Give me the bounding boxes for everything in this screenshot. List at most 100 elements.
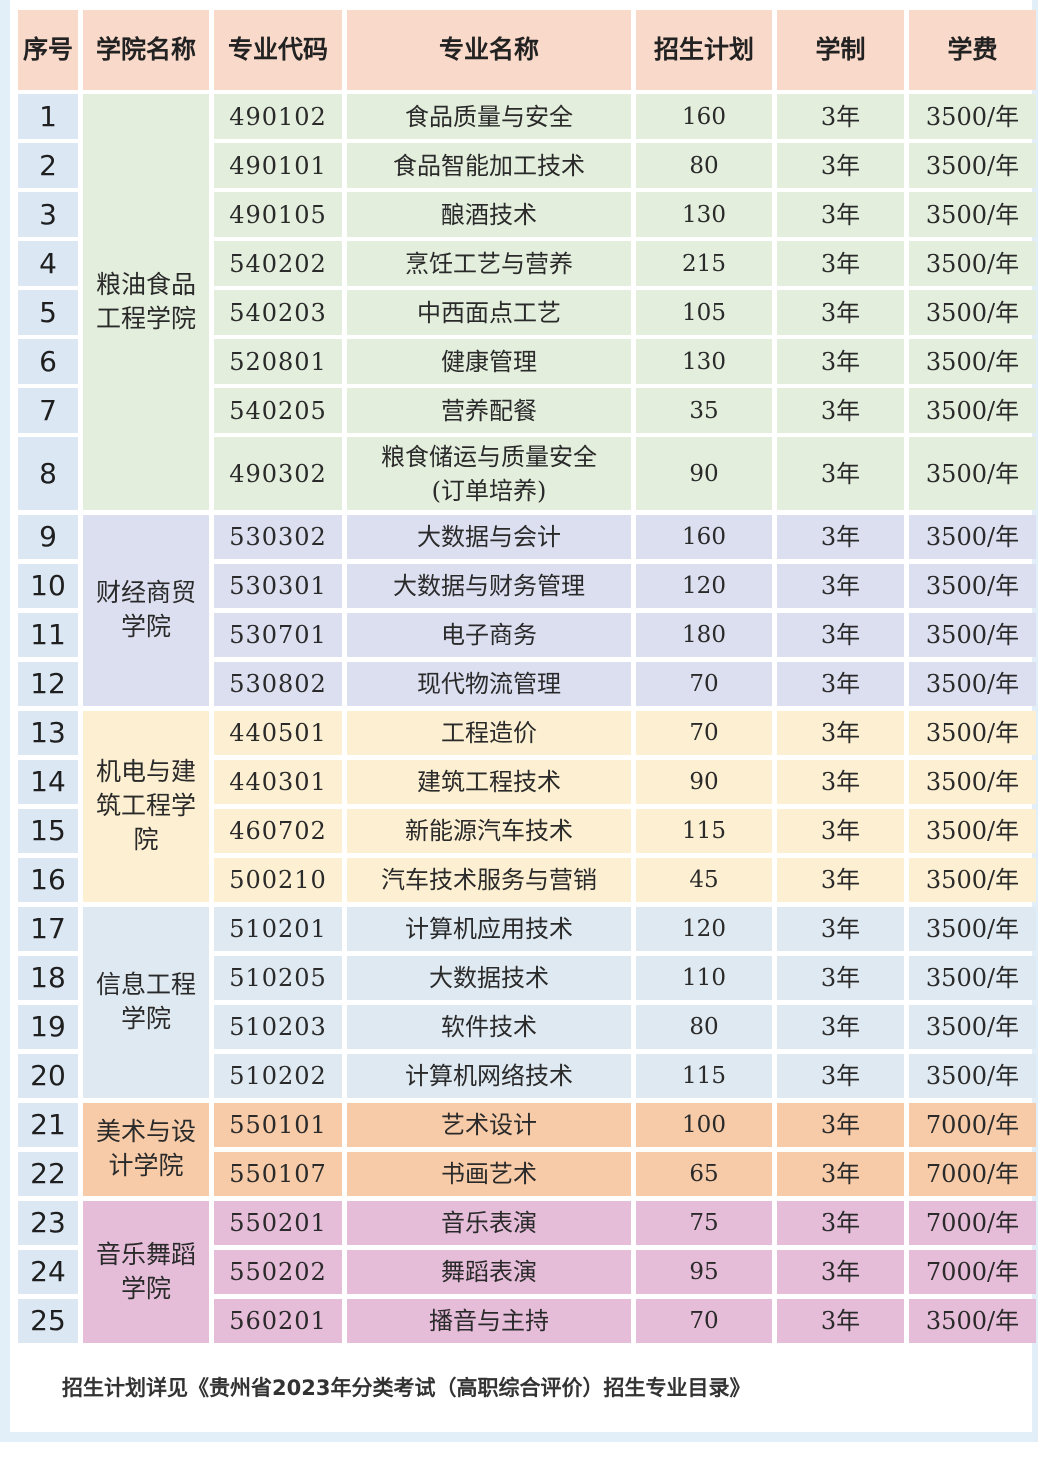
cell-major: 新能源汽车技术 <box>347 808 631 854</box>
cell-plan: 70 <box>636 710 772 756</box>
cell-duration: 3年 <box>777 612 904 658</box>
cell-fee: 3500/年 <box>909 514 1036 560</box>
footer-note: 招生计划详见《贵州省2023年分类考试（高职综合评价）招生专业目录》 <box>62 1376 751 1400</box>
cell-major: 现代物流管理 <box>347 661 631 707</box>
cell-code: 490302 <box>214 437 342 511</box>
cell-fee: 3500/年 <box>909 339 1036 384</box>
cell-plan: 160 <box>636 94 772 139</box>
cell-code: 440501 <box>214 710 342 756</box>
cell-code: 550107 <box>214 1151 342 1197</box>
enrollment-table: 序号 学院名称 专业代码 专业名称 招生计划 学制 学费 1 粮油食品 工程学院 4… <box>18 10 1036 1344</box>
cell-plan: 110 <box>636 955 772 1001</box>
cell-fee: 3500/年 <box>909 955 1036 1001</box>
cell-fee: 3500/年 <box>909 290 1036 335</box>
cell-plan: 120 <box>636 906 772 952</box>
cell-code: 540202 <box>214 241 342 286</box>
header-fee: 学费 <box>909 10 1036 90</box>
cell-fee: 3500/年 <box>909 759 1036 805</box>
cell-major: 舞蹈表演 <box>347 1249 631 1295</box>
cell-fee: 3500/年 <box>909 1298 1036 1344</box>
cell-code: 490101 <box>214 143 342 188</box>
department-cell: 粮油食品 工程学院 <box>83 94 209 511</box>
cell-major: 食品质量与安全 <box>347 94 631 139</box>
cell-plan: 90 <box>636 759 772 805</box>
cell-duration: 3年 <box>777 143 904 188</box>
cell-major: 音乐表演 <box>347 1200 631 1246</box>
cell-duration: 3年 <box>777 241 904 286</box>
cell-duration: 3年 <box>777 514 904 560</box>
cell-fee: 7000/年 <box>909 1151 1036 1197</box>
header-department: 学院名称 <box>83 10 209 90</box>
row-index: 3 <box>18 192 78 237</box>
cell-code: 530302 <box>214 514 342 560</box>
cell-plan: 35 <box>636 388 772 433</box>
cell-duration: 3年 <box>777 857 904 903</box>
cell-fee: 3500/年 <box>909 388 1036 433</box>
cell-fee: 3500/年 <box>909 1053 1036 1099</box>
cell-major: 建筑工程技术 <box>347 759 631 805</box>
cell-plan: 180 <box>636 612 772 658</box>
cell-major: 健康管理 <box>347 339 631 384</box>
cell-code: 510203 <box>214 1004 342 1050</box>
cell-code: 530802 <box>214 661 342 707</box>
cell-major: 大数据技术 <box>347 955 631 1001</box>
cell-code: 510202 <box>214 1053 342 1099</box>
row-index: 19 <box>18 1004 78 1050</box>
row-index: 17 <box>18 906 78 952</box>
cell-duration: 3年 <box>777 906 904 952</box>
cell-plan: 100 <box>636 1102 772 1148</box>
row-index: 16 <box>18 857 78 903</box>
cell-plan: 130 <box>636 339 772 384</box>
cell-plan: 215 <box>636 241 772 286</box>
cell-fee: 3500/年 <box>909 192 1036 237</box>
cell-major: 艺术设计 <box>347 1102 631 1148</box>
cell-plan: 115 <box>636 1053 772 1099</box>
cell-fee: 3500/年 <box>909 661 1036 707</box>
cell-fee: 3500/年 <box>909 1004 1036 1050</box>
row-index: 12 <box>18 661 78 707</box>
cell-duration: 3年 <box>777 290 904 335</box>
cell-fee: 3500/年 <box>909 241 1036 286</box>
cell-code: 460702 <box>214 808 342 854</box>
cell-plan: 105 <box>636 290 772 335</box>
cell-plan: 45 <box>636 857 772 903</box>
row-index: 9 <box>18 514 78 560</box>
cell-major: 软件技术 <box>347 1004 631 1050</box>
cell-code: 550201 <box>214 1200 342 1246</box>
cell-code: 550101 <box>214 1102 342 1148</box>
cell-code: 490102 <box>214 94 342 139</box>
cell-fee: 3500/年 <box>909 710 1036 756</box>
cell-major: 烹饪工艺与营养 <box>347 241 631 286</box>
cell-plan: 120 <box>636 563 772 609</box>
department-cell: 财经商贸 学院 <box>83 514 209 707</box>
cell-plan: 80 <box>636 1004 772 1050</box>
cell-fee: 3500/年 <box>909 906 1036 952</box>
header-duration: 学制 <box>777 10 904 90</box>
cell-code: 520801 <box>214 339 342 384</box>
header-plan: 招生计划 <box>636 10 772 90</box>
cell-fee: 7000/年 <box>909 1249 1036 1295</box>
row-index: 21 <box>18 1102 78 1148</box>
cell-duration: 3年 <box>777 808 904 854</box>
row-index: 23 <box>18 1200 78 1246</box>
cell-code: 550202 <box>214 1249 342 1295</box>
header-major: 专业名称 <box>347 10 631 90</box>
cell-code: 510201 <box>214 906 342 952</box>
cell-major: 中西面点工艺 <box>347 290 631 335</box>
cell-code: 560201 <box>214 1298 342 1344</box>
row-index: 8 <box>18 437 78 511</box>
cell-major: 计算机应用技术 <box>347 906 631 952</box>
cell-plan: 75 <box>636 1200 772 1246</box>
cell-major: 食品智能加工技术 <box>347 143 631 188</box>
cell-plan: 65 <box>636 1151 772 1197</box>
cell-fee: 3500/年 <box>909 612 1036 658</box>
cell-plan: 80 <box>636 143 772 188</box>
header-index: 序号 <box>18 10 78 90</box>
cell-code: 500210 <box>214 857 342 903</box>
row-index: 18 <box>18 955 78 1001</box>
row-index: 1 <box>18 94 78 139</box>
cell-duration: 3年 <box>777 1200 904 1246</box>
cell-plan: 115 <box>636 808 772 854</box>
row-index: 11 <box>18 612 78 658</box>
cell-major: 粮食储运与质量安全 (订单培养) <box>347 437 631 511</box>
